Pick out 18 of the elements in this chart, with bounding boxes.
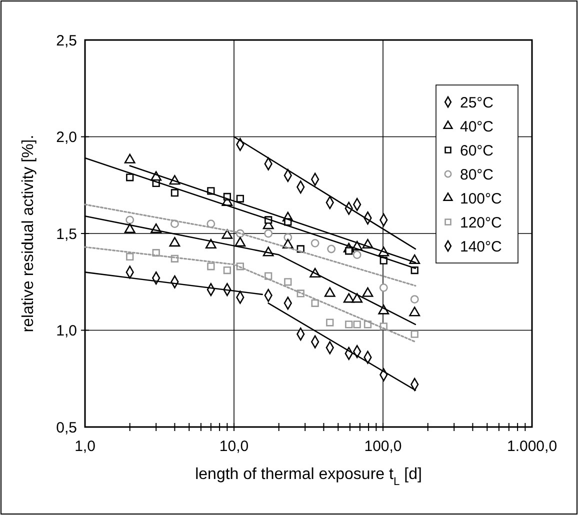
y-tick-label: 1,5 (56, 226, 77, 243)
x-tick-label: 100,0 (364, 438, 402, 455)
y-tick-label: 0,5 (56, 419, 77, 436)
legend-label: 40°C (460, 118, 494, 136)
legend-label: 120°C (460, 214, 502, 232)
y-tick-label: 1,0 (56, 322, 77, 340)
y-axis-title: relative residual activity [%]. (20, 134, 37, 332)
y-tick-label: 2,5 (56, 32, 77, 50)
x-tick-label: 1,0 (74, 438, 96, 455)
x-axis-title: length of thermal exposure t$_{L}$ [d] (195, 466, 422, 488)
legend-label: 60°C (460, 142, 494, 160)
legend-label: 100°C (460, 190, 502, 208)
x-tick-label: 10,0 (219, 438, 249, 455)
legend-label: 140°C (460, 238, 502, 256)
legend-label: 25°C (460, 94, 494, 112)
legend-label: 80°C (460, 166, 494, 184)
y-tick-label: 2,0 (56, 129, 77, 146)
x-tick-label: 1.000,0 (506, 438, 558, 455)
